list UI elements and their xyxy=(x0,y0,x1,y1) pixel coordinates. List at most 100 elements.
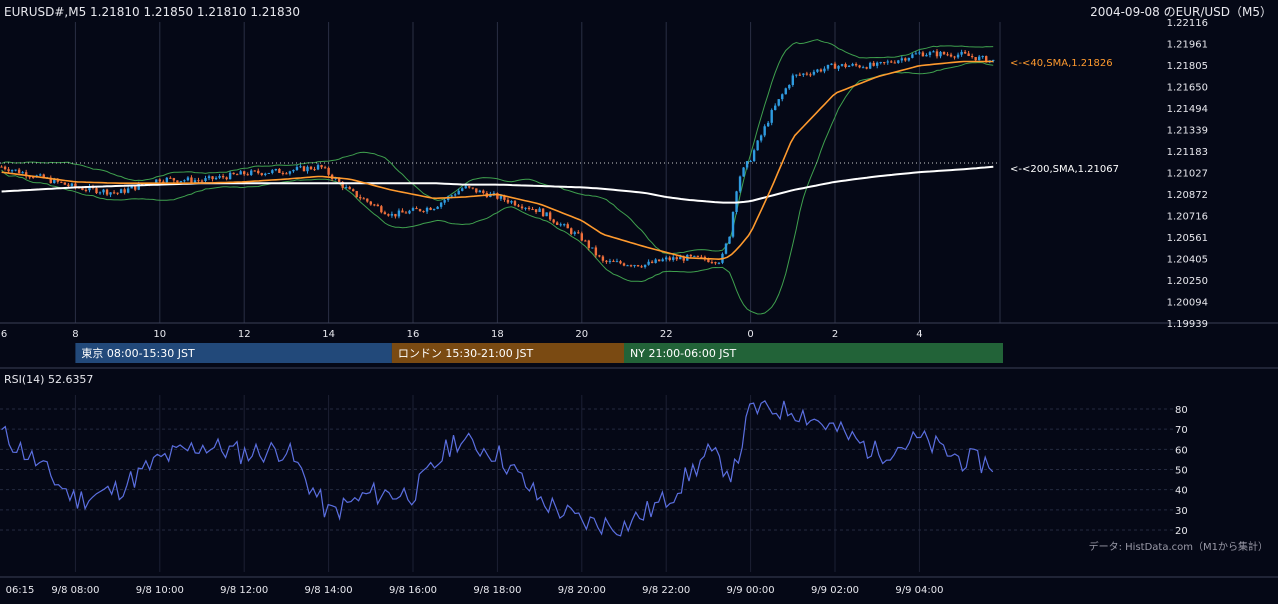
time-tick-label: 9/8 08:00 xyxy=(51,585,99,596)
candle-body xyxy=(274,168,278,171)
time-tick-label: 9/8 16:00 xyxy=(389,585,437,596)
candle-body xyxy=(95,188,98,194)
candle-body xyxy=(267,172,271,174)
candle-body xyxy=(914,53,918,55)
candle-body xyxy=(728,236,731,244)
sma40-line xyxy=(1,60,994,261)
candle-body xyxy=(861,67,865,69)
candle-body xyxy=(102,189,105,193)
hour-tick-label: 14 xyxy=(322,329,335,340)
candle-body xyxy=(513,201,517,206)
candle-body xyxy=(169,177,172,179)
candle-body xyxy=(158,179,161,182)
candle-body xyxy=(67,184,70,186)
candle-body xyxy=(840,64,844,66)
candle-body xyxy=(657,259,661,262)
candle-body xyxy=(890,61,893,63)
candle-body xyxy=(348,186,351,190)
candle-body xyxy=(352,189,355,192)
candle-body xyxy=(784,88,787,95)
candle-body xyxy=(675,257,678,260)
candle-body xyxy=(0,166,3,168)
candle-body xyxy=(176,180,179,183)
candle-body xyxy=(925,54,928,57)
rsi-label: RSI(14) 52.6357 xyxy=(4,373,93,386)
candle-body xyxy=(337,178,341,182)
chart-title: 2004-09-08 のEUR/USD（M5） xyxy=(1090,5,1272,19)
candle-body xyxy=(443,200,446,203)
candle-body xyxy=(327,167,330,175)
candle-body xyxy=(302,166,306,172)
candle-body xyxy=(654,259,657,263)
candle-body xyxy=(570,228,573,234)
price-tick-label: 1.20561 xyxy=(1167,233,1208,244)
candle-body xyxy=(819,69,823,72)
candle-body xyxy=(759,135,763,141)
sma200-annotation: <-<200,SMA,1.21067 xyxy=(1010,164,1119,175)
candle-body xyxy=(126,188,130,193)
candle-body xyxy=(956,54,960,58)
candle-body xyxy=(112,192,116,194)
candle-body xyxy=(682,257,685,261)
candle-body xyxy=(116,192,119,194)
candle-body xyxy=(858,65,861,68)
candle-body xyxy=(264,173,267,175)
time-tick-label: 9/9 04:00 xyxy=(895,585,943,596)
candle-body xyxy=(587,240,591,248)
candle-body xyxy=(805,73,809,75)
candle-body xyxy=(749,161,752,163)
candle-body xyxy=(605,260,608,262)
candle-body xyxy=(98,192,102,194)
candle-body xyxy=(415,208,418,210)
candle-body xyxy=(745,161,749,168)
candle-body xyxy=(425,207,429,212)
candle-body xyxy=(886,61,889,63)
candle-body xyxy=(573,232,576,234)
candle-body xyxy=(538,208,541,212)
candle-body xyxy=(84,189,88,191)
candle-body xyxy=(935,51,939,57)
candle-body xyxy=(911,54,914,58)
candle-body xyxy=(524,207,527,209)
candle-body xyxy=(584,240,587,242)
candle-body xyxy=(904,58,907,61)
candle-body xyxy=(689,254,693,257)
candle-body xyxy=(939,51,942,57)
hour-tick-label: 16 xyxy=(407,329,420,340)
candle-body xyxy=(246,174,249,176)
candle-body xyxy=(228,172,232,180)
candle-body xyxy=(63,182,67,185)
candle-body xyxy=(868,62,872,69)
candle-body xyxy=(179,180,183,183)
candle-body xyxy=(798,74,802,76)
candle-body xyxy=(643,264,647,268)
candle-body xyxy=(802,73,805,75)
candle-body xyxy=(418,209,422,212)
candle-body xyxy=(306,166,309,172)
candle-body xyxy=(816,69,819,72)
candle-body xyxy=(369,201,372,205)
candle-body xyxy=(105,189,109,195)
candle-body xyxy=(566,224,569,229)
candle-body xyxy=(257,170,260,174)
candle-body xyxy=(668,257,671,260)
candle-body xyxy=(278,168,281,173)
candle-body xyxy=(577,232,580,234)
candle-body xyxy=(612,260,615,262)
time-tick-label: 9/9 00:00 xyxy=(727,585,775,596)
candle-body xyxy=(791,75,794,85)
hour-tick-label: 8 xyxy=(72,329,78,340)
candle-body xyxy=(341,181,344,188)
candle-body xyxy=(285,173,288,175)
candle-body xyxy=(598,255,601,257)
hour-tick-label: 0 xyxy=(747,329,753,340)
time-tick-label: 9/8 20:00 xyxy=(558,585,606,596)
session-bars: 東京 08:00-15:30 JST ロンドン 15:30-21:00 JST NY… xyxy=(75,343,1003,363)
price-tick-label: 1.20250 xyxy=(1167,276,1208,287)
candle-body xyxy=(942,51,946,55)
candle-body xyxy=(24,172,28,177)
candle-body xyxy=(714,262,717,264)
candle-body xyxy=(594,247,598,256)
symbol-quote: EURUSD#,M5 1.21810 1.21850 1.21810 1.218… xyxy=(4,5,300,19)
candle-body xyxy=(260,173,263,175)
